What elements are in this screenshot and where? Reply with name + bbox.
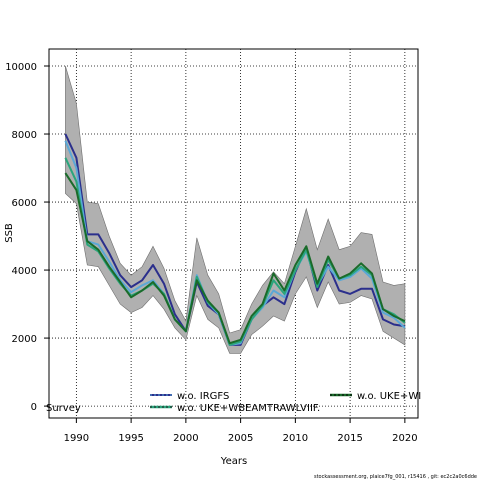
x-tick-label-2010: 2010 bbox=[283, 433, 308, 444]
legend: Survey w.o. IRGFS w.o. UKE+WBEAMTRAWLVII… bbox=[46, 391, 421, 414]
series-line-3 bbox=[64, 172, 406, 345]
x-tick-label-1990: 1990 bbox=[64, 433, 89, 444]
x-tick-label-1995: 1995 bbox=[118, 433, 143, 444]
x-axis-ticks: 1990 1995 2000 2005 2010 2015 2020 bbox=[64, 418, 418, 444]
confidence-band bbox=[65, 65, 406, 354]
series-lines bbox=[64, 133, 406, 346]
x-axis-title: Years bbox=[220, 456, 247, 467]
confidence-band-area bbox=[65, 65, 406, 354]
series-line-0 bbox=[64, 133, 406, 346]
x-tick-label-2005: 2005 bbox=[228, 433, 253, 444]
y-axis-title: SSB bbox=[4, 223, 15, 243]
legend-label-irgfs: w.o. IRGFS bbox=[177, 391, 229, 402]
y-tick-label-0: 0 bbox=[31, 402, 37, 413]
x-tick-label-2000: 2000 bbox=[173, 433, 198, 444]
footnote: stockassessment.org, plaice7fg_001, r154… bbox=[314, 474, 477, 480]
legend-clipped-text: Survey bbox=[46, 403, 81, 414]
y-tick-label-6000: 6000 bbox=[12, 198, 37, 209]
y-tick-label-4000: 4000 bbox=[12, 266, 37, 277]
x-tick-label-2020: 2020 bbox=[392, 433, 417, 444]
y-tick-label-8000: 8000 bbox=[12, 130, 37, 141]
legend-label-beamtrawl: w.o. UKE+WBEAMTRAWLVIIF. bbox=[177, 403, 320, 414]
y-tick-label-2000: 2000 bbox=[12, 334, 37, 345]
plot-frame bbox=[48, 48, 419, 419]
y-tick-label-10000: 10000 bbox=[5, 62, 37, 73]
y-axis-ticks: 0 2000 4000 6000 8000 10000 bbox=[5, 62, 49, 413]
legend-label-ukewi: w.o. UKE+WI bbox=[357, 391, 421, 402]
x-tick-label-2015: 2015 bbox=[337, 433, 362, 444]
